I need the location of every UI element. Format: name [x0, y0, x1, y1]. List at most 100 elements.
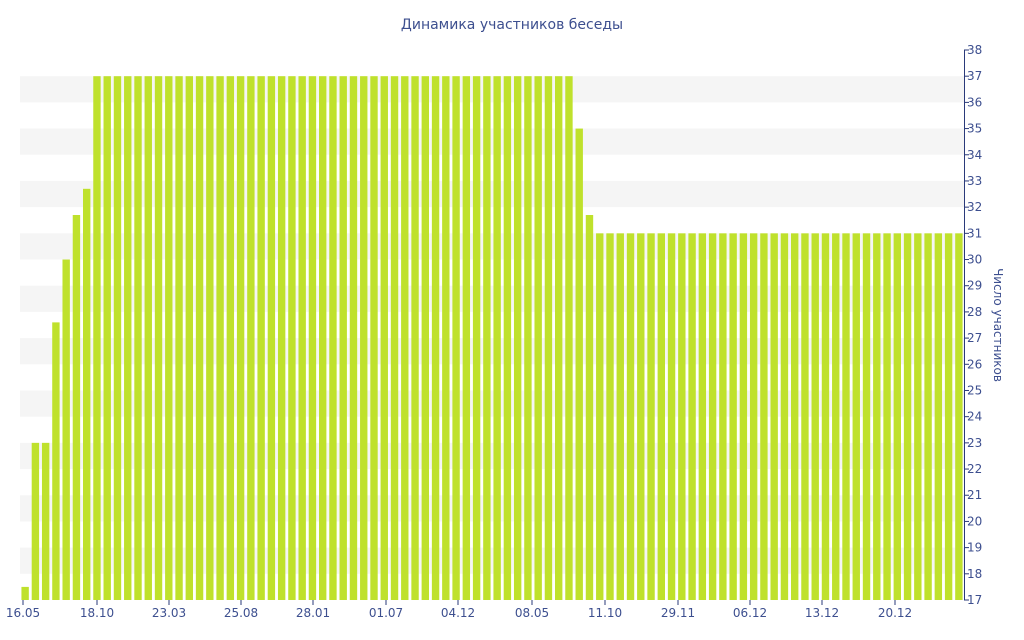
bar [113, 76, 122, 600]
bar [821, 233, 830, 600]
bar [749, 233, 758, 600]
bar [298, 76, 306, 600]
bar [72, 215, 81, 600]
bar [883, 233, 891, 600]
bar [277, 76, 286, 600]
bar [31, 442, 40, 600]
bar [503, 76, 512, 600]
bar [791, 233, 799, 600]
bar [216, 76, 224, 600]
bar [421, 76, 429, 600]
y-tick-label: 34 [967, 148, 982, 162]
y-tick-label: 23 [967, 436, 982, 450]
y-tick-label: 31 [967, 226, 982, 240]
y-tick-label: 27 [967, 331, 982, 345]
bar [596, 233, 604, 600]
y-tick-label: 35 [967, 122, 982, 136]
bar [103, 76, 111, 600]
bar [319, 76, 327, 600]
x-tick-label: 18.10 [80, 606, 114, 620]
bar [62, 259, 70, 600]
bar [442, 76, 450, 600]
bar [154, 76, 163, 600]
bar [257, 76, 265, 600]
y-tick-label: 28 [967, 305, 982, 319]
bar [21, 586, 29, 600]
bar [862, 233, 871, 600]
bar [462, 76, 471, 600]
bar [842, 233, 850, 600]
bar [185, 76, 193, 600]
bar [893, 233, 901, 600]
bar [401, 76, 409, 600]
bar [206, 76, 214, 600]
bar [411, 76, 419, 600]
bar [349, 76, 358, 600]
y-tick-label: 30 [967, 253, 982, 267]
x-tick-label: 16.05 [6, 606, 40, 620]
bar [452, 76, 460, 600]
bar [708, 233, 717, 600]
x-tick-label: 13.12 [805, 606, 839, 620]
y-tick-label: 24 [967, 410, 982, 424]
bar [719, 233, 727, 600]
bar [873, 233, 881, 600]
bar [544, 76, 553, 600]
bar [678, 233, 686, 600]
bar [534, 76, 542, 600]
bar [431, 76, 440, 600]
y-tick-label: 29 [967, 279, 982, 293]
x-tick-label: 11.10 [588, 606, 622, 620]
y-tick-label: 18 [967, 567, 982, 581]
y-tick-label: 21 [967, 488, 982, 502]
bar [924, 233, 932, 600]
bar [360, 76, 368, 600]
bar [637, 233, 645, 600]
bar [144, 76, 152, 600]
bar [934, 233, 943, 600]
bar [52, 322, 60, 600]
bar [760, 233, 768, 600]
bar [390, 76, 399, 600]
bar [832, 233, 840, 600]
bar [698, 233, 707, 600]
bar [811, 233, 819, 600]
bar [483, 76, 491, 600]
bar [226, 76, 235, 600]
bar [524, 76, 532, 600]
bar [247, 76, 255, 600]
bar [288, 76, 296, 600]
y-tick-label: 19 [967, 541, 982, 555]
bar [380, 76, 388, 600]
bars [21, 76, 963, 600]
bar [236, 76, 245, 600]
x-tick-label: 23.03 [152, 606, 186, 620]
bar [585, 215, 594, 600]
bar [513, 76, 522, 600]
y-tick-label: 36 [967, 95, 982, 109]
bar [329, 76, 337, 600]
bar [739, 233, 748, 600]
bar [370, 76, 378, 600]
bar [657, 233, 665, 600]
bar [195, 76, 204, 600]
x-tick-label: 08.05 [515, 606, 549, 620]
bar [955, 233, 963, 600]
x-tick-label: 29.11 [661, 606, 695, 620]
bar [339, 76, 347, 600]
bar [134, 76, 142, 600]
bar [83, 188, 91, 600]
bar [688, 233, 696, 600]
chart-title: Динамика участников беседы [401, 17, 623, 33]
bar [914, 233, 922, 600]
bar [165, 76, 173, 600]
bar [472, 76, 481, 600]
bar [729, 233, 737, 600]
bar [667, 233, 676, 600]
y-axis-ticks: 17 18 19 20 21 22 23 24 25 26 27 28 29 30 31 32 33 34 35 36… [964, 43, 982, 607]
bar [606, 233, 614, 600]
y-tick-label: 32 [967, 200, 982, 214]
bar [770, 233, 778, 600]
y-tick-label: 22 [967, 462, 982, 476]
